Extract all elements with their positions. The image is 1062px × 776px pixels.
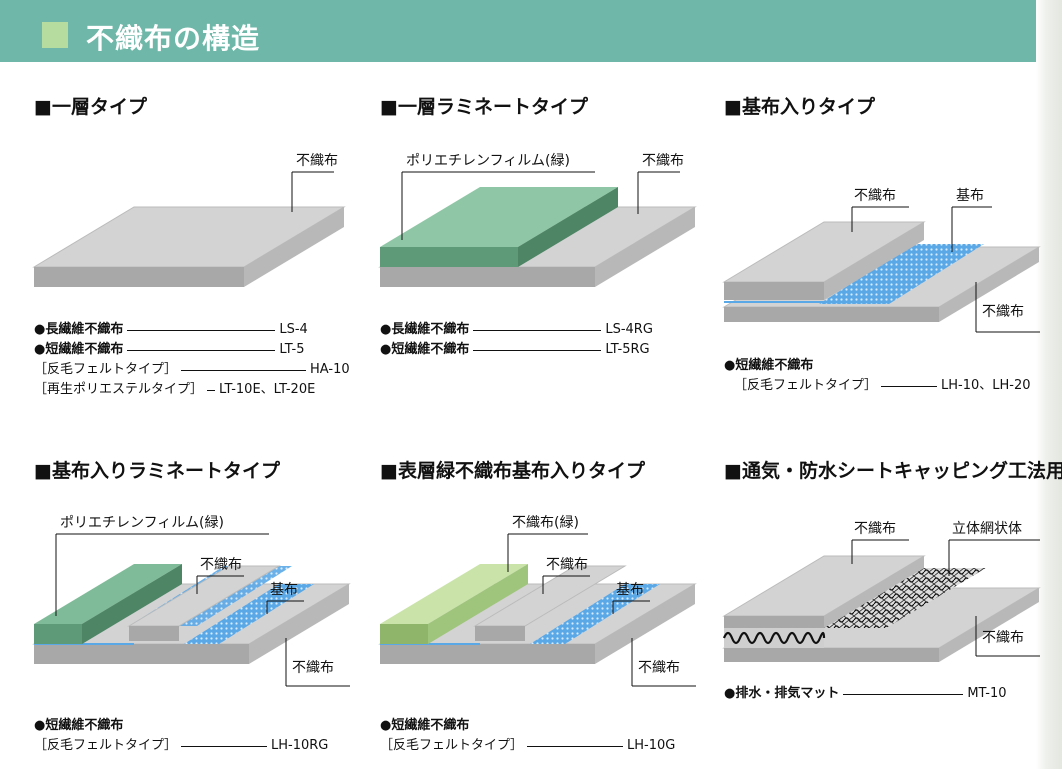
label-nonwoven-bottom: 不織布	[982, 304, 1024, 320]
section-header: 不織布の構造	[0, 0, 1036, 62]
label-base-cloth: 基布	[956, 187, 984, 204]
label-nonwoven-bottom: 不織布	[982, 630, 1024, 646]
page-title: 不織布の構造	[86, 22, 261, 55]
spec-row: ●長繊維不織布 LS-4	[34, 322, 308, 337]
spec-row: ［反毛フェルトタイプ］ HA-10	[34, 362, 350, 377]
page-edge-texture	[1036, 0, 1062, 769]
spec-row: ●長繊維不織布 LS-4RG	[380, 322, 653, 337]
spec-row: ［再生ポリエステルタイプ］ LT-10E、LT-20E	[34, 382, 316, 397]
spec-row: ［反毛フェルトタイプ］ LH-10RG	[34, 738, 329, 753]
panel-single-laminate: ■一層ラミネートタイプ ポリエチレンフィルム(緑) 不織布 ●長繊維不織布 LS-…	[378, 92, 710, 412]
label-nonwoven-bottom: 不織布	[638, 660, 680, 676]
panel-green-surface-base-cloth: ■表層緑不織布基布入りタイプ 不織布(緑) 不織布 基布 不織布 ●短繊維不織布…	[378, 456, 710, 776]
panel-title: ■基布入りラミネートタイプ	[34, 460, 280, 482]
label-base-cloth: 基布	[270, 581, 298, 598]
panel-title: ■基布入りタイプ	[724, 96, 875, 118]
spec-row: ●短繊維不織布	[380, 718, 470, 733]
label-nonwoven-bottom: 不織布	[292, 660, 334, 676]
label-green-nonwoven: 不織布(緑)	[512, 515, 579, 531]
base-cloth-laminate-diagram: ポリエチレンフィルム(緑) 不織布 基布 不織布	[32, 515, 351, 687]
label-nonwoven: 不織布	[642, 153, 684, 169]
panel-single-layer: ■一層タイプ 不織布 ●長繊維不織布 LS-4 ●短繊維不織布 LT-5 ［反毛フェ…	[32, 92, 364, 412]
panel-base-cloth-laminate: ■基布入りラミネートタイプ ポリエチレンフィルム(緑) 不織布 基布 不織布 ●…	[32, 456, 364, 776]
spec-row: ●短繊維不織布	[34, 718, 124, 733]
single-laminate-diagram: ポリエチレンフィルム(緑) 不織布	[378, 153, 697, 287]
label-nonwoven-top: 不織布	[546, 557, 588, 573]
panel-base-cloth: ■基布入りタイプ 不織布 基布 不織布 ●短繊維不織布 ［反毛フェルトタイプ］ L…	[722, 92, 1054, 412]
label-nonwoven-top: 不織布	[854, 521, 896, 537]
label-nonwoven-top: 不織布	[854, 188, 896, 204]
panel-title: ■一層ラミネートタイプ	[380, 96, 588, 118]
spec-row: ●短繊維不織布 LT-5	[34, 342, 305, 357]
spec-row: ［反毛フェルトタイプ］ LH-10、LH-20	[734, 378, 1031, 393]
label-film: ポリエチレンフィルム(緑)	[60, 515, 224, 531]
spec-row: ［反毛フェルトタイプ］ LH-10G	[380, 738, 676, 753]
panel-title: ■一層タイプ	[34, 96, 147, 118]
green-surface-diagram: 不織布(緑) 不織布 基布 不織布	[378, 515, 697, 687]
spec-row: ●排水・排気マット MT-10	[724, 686, 1007, 701]
spec-row: ●短繊維不織布 LT-5RG	[380, 342, 650, 357]
panel-capping-method: ■通気・防水シートキャッピング工法用 不織布 立体網状体 不織布 ●排水・排気マ…	[722, 456, 1062, 776]
base-cloth-diagram: 不織布 基布 不織布	[722, 187, 1041, 333]
label-nonwoven: 不織布	[296, 153, 338, 169]
spec-row: ●短繊維不織布	[724, 358, 814, 373]
label-film: ポリエチレンフィルム(緑)	[406, 153, 570, 169]
panel-title: ■通気・防水シートキャッピング工法用	[724, 460, 1062, 482]
header-square-icon	[42, 22, 68, 48]
label-mesh: 立体網状体	[952, 521, 1022, 537]
panel-title: ■表層緑不織布基布入りタイプ	[380, 460, 645, 482]
single-layer-diagram: 不織布	[32, 153, 346, 287]
label-base-cloth: 基布	[616, 581, 644, 598]
capping-method-diagram: 不織布 立体網状体 不織布	[722, 521, 1041, 662]
label-nonwoven-top: 不織布	[200, 557, 242, 573]
